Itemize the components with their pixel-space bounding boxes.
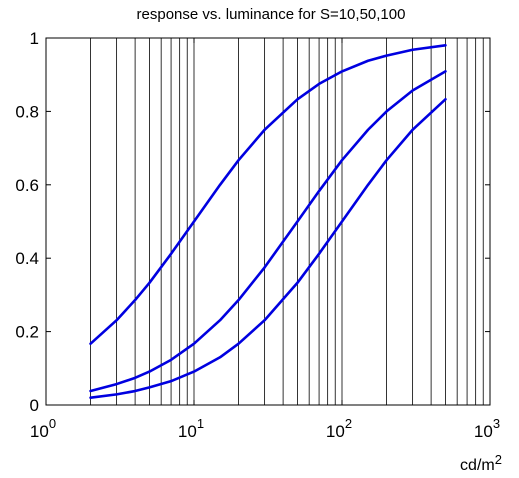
x-axis-label-exp: 2 — [495, 452, 502, 467]
grid — [90, 38, 484, 405]
series-group — [89, 44, 447, 399]
x-tick-label: 102 — [326, 416, 352, 441]
series-line-1 — [89, 44, 447, 346]
x-axis-label-base: cd/m — [460, 457, 495, 474]
x-tick-label: 101 — [178, 416, 204, 441]
series-line-2 — [89, 70, 447, 393]
x-tick-label-base: 10 — [326, 422, 345, 441]
x-tick-label: 100 — [30, 416, 56, 441]
x-ticks: 100 101 102 103 — [30, 38, 500, 441]
series-line-3 — [89, 97, 447, 399]
x-tick-label: 103 — [474, 416, 500, 441]
y-tick-label: 0.6 — [15, 176, 39, 195]
y-tick-label: 0.4 — [15, 249, 39, 268]
y-tick-label: 0.8 — [15, 102, 39, 121]
plot-frame-group — [45, 37, 491, 406]
x-tick-label-exp: 2 — [345, 416, 352, 431]
x-tick-label-base: 10 — [30, 422, 49, 441]
plot-frame — [45, 37, 491, 406]
x-tick-label-exp: 3 — [493, 416, 500, 431]
y-ticks: 0 0.2 0.4 0.6 0.8 1 — [15, 29, 490, 415]
y-tick-label: 0.2 — [15, 323, 39, 342]
x-tick-label-exp: 1 — [197, 416, 204, 431]
chart-title: response vs. luminance for S=10,50,100 — [137, 6, 406, 23]
x-tick-label-base: 10 — [178, 422, 197, 441]
y-tick-label: 0 — [30, 396, 39, 415]
x-tick-label-exp: 0 — [49, 416, 56, 431]
x-axis-label: cd/m2 — [460, 452, 502, 474]
y-tick-label: 1 — [30, 29, 39, 48]
x-tick-label-base: 10 — [474, 422, 493, 441]
